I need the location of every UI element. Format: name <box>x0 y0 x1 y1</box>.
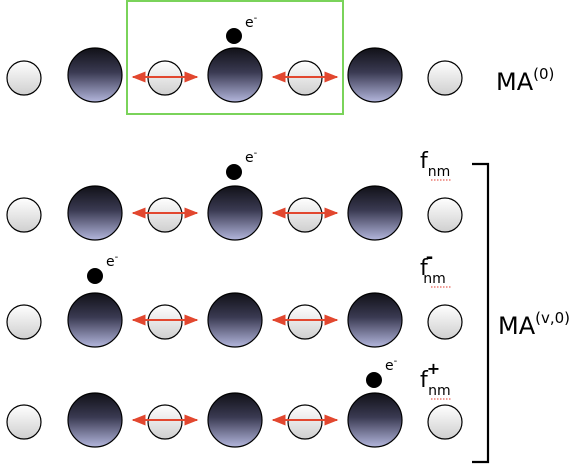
electron-label: e- <box>385 356 398 374</box>
small-atom <box>6 197 42 233</box>
large-atom <box>347 185 403 241</box>
large-atom <box>347 392 403 448</box>
row-ma0: e- MA(0) <box>6 13 554 103</box>
small-atom <box>6 304 42 340</box>
small-atom <box>427 304 463 340</box>
large-atom <box>67 47 123 103</box>
small-atom <box>287 304 323 340</box>
electron-label: e- <box>245 148 258 166</box>
large-atom <box>207 185 263 241</box>
f-nm-label: fnm <box>420 149 450 180</box>
group-bracket <box>472 162 490 464</box>
electron-dot <box>226 28 242 44</box>
large-atom <box>67 292 123 348</box>
ma0-label: MA(0) <box>496 65 554 96</box>
large-atom <box>347 292 403 348</box>
small-atom <box>427 404 463 440</box>
electron-label: e- <box>106 252 119 270</box>
large-atom <box>207 292 263 348</box>
large-atom <box>67 392 123 448</box>
small-atom <box>287 404 323 440</box>
small-atom <box>147 197 183 233</box>
row-f-nm: e- fnm <box>6 148 463 241</box>
electron-dot <box>366 372 382 388</box>
small-atom <box>147 404 183 440</box>
electron-dot <box>226 164 242 180</box>
electron-label: e- <box>245 13 258 31</box>
large-atom <box>207 392 263 448</box>
row-f-minus-nm: e- f-nm MA(v,0) <box>6 247 570 348</box>
small-atom <box>427 197 463 233</box>
large-atom <box>207 47 263 103</box>
small-atom <box>6 60 42 96</box>
f-minus-nm-label: f-nm <box>420 247 446 287</box>
unit-cell-highlight-box <box>126 0 344 115</box>
small-atom <box>427 60 463 96</box>
large-atom <box>347 47 403 103</box>
row-f-plus-nm: e- f+ nm <box>6 356 463 448</box>
large-atom <box>67 185 123 241</box>
small-atom <box>147 304 183 340</box>
small-atom <box>6 404 42 440</box>
electron-dot <box>87 268 103 284</box>
small-atom <box>287 197 323 233</box>
f-plus-nm-label: f+ nm <box>420 359 451 399</box>
mav-label: MA(v,0) <box>498 309 570 340</box>
